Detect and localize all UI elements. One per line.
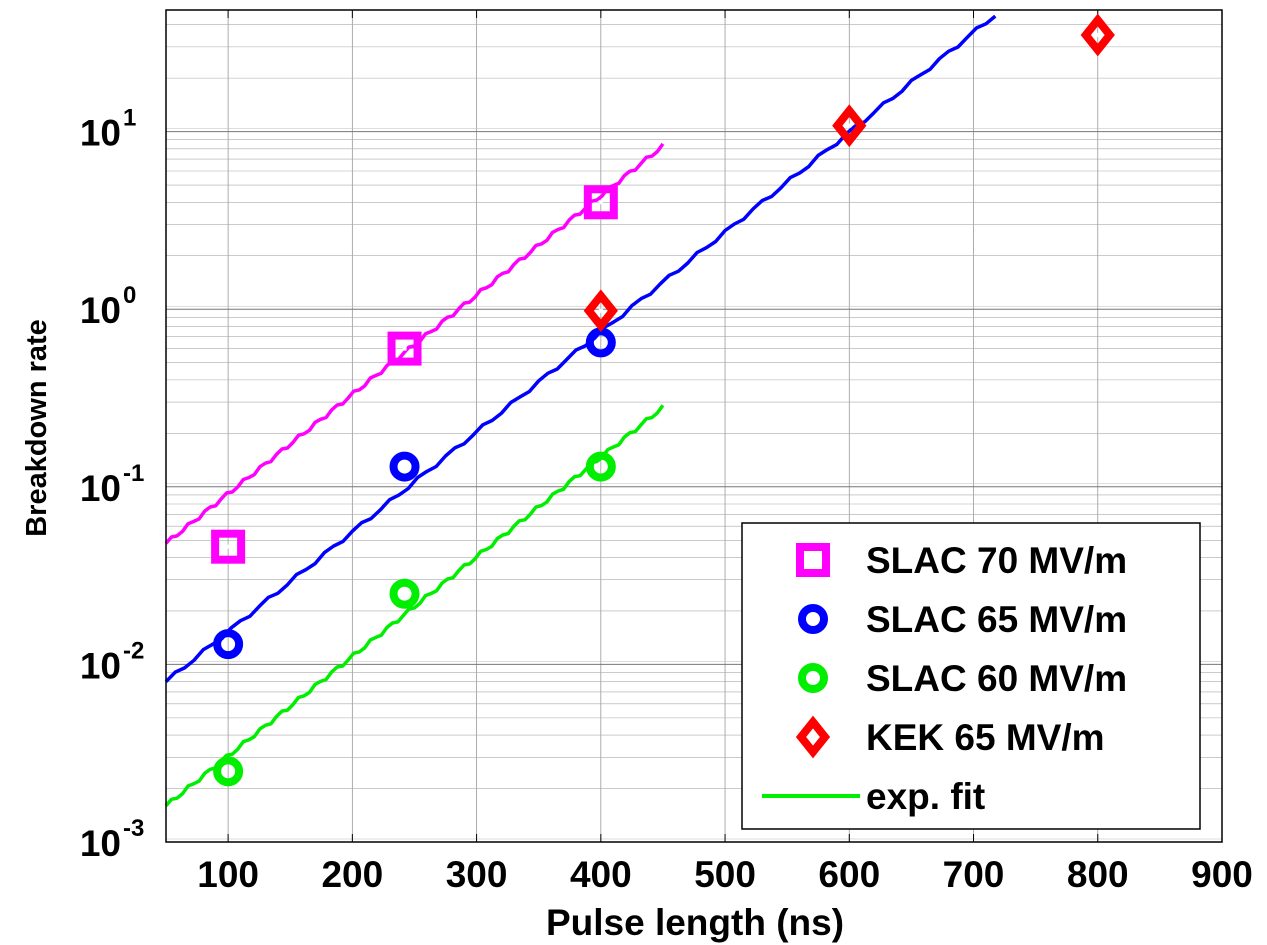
legend-marker-center — [811, 735, 815, 739]
legend-marker — [798, 604, 828, 634]
data-point-center — [598, 308, 603, 313]
y-tick-label: 10 — [80, 113, 121, 154]
legend-marker — [798, 663, 828, 693]
legend-marker-center — [811, 558, 815, 562]
y-tick-label: 10 — [80, 645, 121, 686]
data-point — [832, 104, 867, 148]
data-point-center — [402, 346, 407, 351]
plot-frame — [165, 9, 1223, 843]
legend: SLAC 70 MV/m SLAC 65 MV/m SLAC 60 MV/m KEK … — [741, 522, 1201, 830]
x-tick-label: 100 — [197, 854, 259, 895]
legend-label: exp. fit — [866, 776, 985, 817]
y-tick-label: 10 — [80, 290, 121, 331]
data-point-center — [1095, 32, 1100, 37]
y-tick-exponent: 1 — [123, 105, 136, 132]
legend-label: SLAC 60 MV/m — [866, 658, 1127, 699]
y-tick-label: 10 — [80, 468, 121, 509]
legend-label: SLAC 65 MV/m — [866, 599, 1127, 640]
y-tick-label: 10 — [80, 823, 121, 864]
x-tick-label: 400 — [570, 854, 632, 895]
x-axis-label: Pulse length (ns) — [546, 902, 844, 943]
legend-marker — [796, 543, 830, 577]
x-tick-label: 300 — [446, 854, 508, 895]
data-point — [583, 289, 618, 333]
x-tick-label: 200 — [321, 854, 383, 895]
data-point — [389, 451, 420, 482]
data-point — [389, 578, 420, 609]
x-tick-label: 800 — [1067, 854, 1129, 895]
x-tick-label: 900 — [1191, 854, 1253, 895]
x-tick-label: 500 — [694, 854, 756, 895]
data-point-center — [598, 200, 603, 205]
data-point — [213, 629, 244, 660]
legend-label: SLAC 70 MV/m — [866, 540, 1127, 581]
data-point — [211, 529, 246, 564]
data-point-center — [226, 544, 231, 549]
data-point — [585, 451, 616, 482]
data-point — [387, 331, 422, 366]
data-point — [1080, 13, 1115, 57]
data-markers — [211, 13, 1115, 787]
y-tick-exponent: -2 — [123, 637, 144, 664]
data-point-center — [847, 123, 852, 128]
x-tick-label: 700 — [943, 854, 1005, 895]
x-tick-labels: 100 200 300 400 500 600 700 800 900 — [197, 854, 1253, 895]
data-point — [583, 185, 618, 220]
x-tick-label: 600 — [818, 854, 880, 895]
legend-label: KEK 65 MV/m — [866, 717, 1105, 758]
y-tick-exponent: 0 — [123, 282, 136, 309]
y-tick-exponent: -3 — [123, 815, 144, 842]
fit-line — [164, 404, 665, 807]
legend-marker — [795, 715, 831, 759]
y-tick-exponent: -1 — [123, 460, 144, 487]
data-point — [213, 756, 244, 787]
y-axis-label: Breakdown rate — [21, 319, 53, 537]
